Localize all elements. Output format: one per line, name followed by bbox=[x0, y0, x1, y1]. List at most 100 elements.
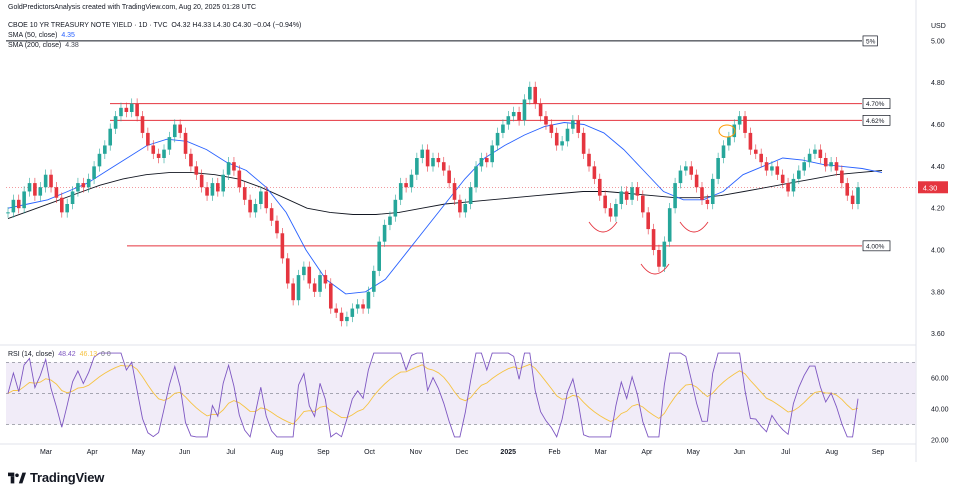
price-tick-label: 5.00 bbox=[931, 38, 945, 45]
arc-annotation bbox=[588, 221, 618, 233]
candle-body bbox=[834, 162, 839, 171]
candle-body bbox=[113, 116, 118, 129]
sma-50-path bbox=[7, 122, 883, 295]
candle-body bbox=[425, 149, 430, 167]
candle-body bbox=[404, 183, 408, 188]
candle-body bbox=[226, 162, 231, 175]
candle-body bbox=[511, 112, 516, 117]
price-axis: USD 5.00 4.80 4.60 4.40 4.20 4.00 3.80 3.60 60.00… bbox=[931, 23, 949, 445]
time-tick-label: Jun bbox=[179, 449, 190, 456]
candle-body bbox=[70, 191, 75, 204]
candle-body bbox=[630, 187, 634, 200]
price-candles bbox=[6, 81, 860, 327]
price-tick-label: 4.60 bbox=[931, 122, 945, 129]
candle-body bbox=[667, 208, 672, 242]
candle-body bbox=[463, 204, 468, 213]
candle-body bbox=[764, 162, 769, 171]
candle-body bbox=[366, 291, 371, 309]
rsi-value: 48.42 bbox=[58, 351, 76, 358]
candle-body bbox=[280, 233, 285, 259]
currency-label: USD bbox=[931, 23, 946, 30]
candle-body bbox=[506, 116, 511, 125]
candle-body bbox=[205, 187, 209, 196]
candle-body bbox=[576, 120, 581, 133]
sma200-label: SMA (200, close) bbox=[8, 42, 62, 49]
rsi-path bbox=[7, 352, 859, 439]
rsi-band-background bbox=[6, 362, 916, 425]
time-tick-label: Jun bbox=[734, 449, 745, 456]
candle-body bbox=[264, 191, 269, 209]
candle-body bbox=[388, 216, 392, 225]
candle-body bbox=[484, 158, 489, 163]
credit-line: GoldPredictorsAnalysis created with Trad… bbox=[8, 4, 257, 11]
candle-body bbox=[517, 112, 521, 121]
rsi-sma-path bbox=[7, 363, 859, 425]
candle-body bbox=[705, 199, 710, 204]
candle-body bbox=[242, 187, 247, 200]
candle-body bbox=[802, 162, 807, 171]
candle-body bbox=[840, 170, 844, 184]
candle-body bbox=[307, 266, 312, 284]
candle-body bbox=[813, 149, 817, 154]
sma50-value: 4.35 bbox=[61, 32, 75, 39]
rsi-extra: 0 0 bbox=[101, 351, 111, 358]
tradingview-logo[interactable]: TradingView bbox=[8, 470, 104, 485]
horizontal-levels: 5% 4.70% 4.62% 4.00% 4.30 bbox=[6, 35, 948, 252]
peak-circle bbox=[718, 124, 736, 138]
sma50-legend[interactable]: SMA (50, close) 4.35 bbox=[8, 32, 75, 39]
candle-body bbox=[431, 158, 435, 167]
time-tick-label: Feb bbox=[548, 449, 560, 456]
candle-body bbox=[522, 99, 527, 121]
candle-body bbox=[296, 275, 301, 301]
time-tick-label: 2025 bbox=[500, 449, 516, 456]
candle-body bbox=[194, 166, 199, 175]
price-tick-label: 4.80 bbox=[931, 80, 945, 87]
time-tick-label: Aug bbox=[826, 449, 839, 456]
rsi-legend[interactable]: RSI (14, close) 48.42 46.13 0 0 bbox=[8, 351, 111, 358]
candle-body bbox=[597, 178, 602, 196]
level-label-box bbox=[862, 35, 878, 47]
footer: TradingView bbox=[0, 462, 964, 496]
candle-body bbox=[291, 283, 295, 301]
candle-body bbox=[372, 270, 376, 292]
candle-body bbox=[22, 191, 26, 209]
candle-body bbox=[528, 86, 532, 100]
time-tick-label: May bbox=[132, 449, 146, 456]
price-tick-label: 4.00 bbox=[931, 248, 945, 255]
candle-body bbox=[501, 124, 505, 133]
candle-body bbox=[791, 178, 796, 192]
rsi-label: RSI (14, close) bbox=[8, 351, 55, 358]
candle-body bbox=[382, 224, 387, 242]
level-label-box bbox=[862, 98, 891, 109]
tradingview-logo-icon bbox=[8, 472, 26, 483]
sma200-legend[interactable]: SMA (200, close) 4.38 bbox=[8, 42, 79, 49]
candle-body bbox=[662, 241, 667, 267]
candle-body bbox=[716, 158, 720, 179]
price-tick-label: 3.80 bbox=[931, 289, 945, 296]
candle-body bbox=[377, 241, 382, 271]
time-tick-label: Apr bbox=[641, 449, 653, 456]
candle-body bbox=[624, 191, 629, 200]
candle-body bbox=[135, 103, 139, 117]
time-tick-label: Oct bbox=[364, 449, 375, 456]
rsi-lines bbox=[7, 352, 859, 439]
candle-body bbox=[700, 187, 704, 200]
candle-body bbox=[108, 128, 113, 146]
time-tick-label: Sep bbox=[872, 449, 885, 456]
candle-body bbox=[27, 183, 32, 192]
symbol-line: CBOE 10 YR TREASURY NOTE YIELD · 1D · TV… bbox=[8, 22, 301, 29]
time-tick-label: Sep bbox=[317, 449, 330, 456]
time-tick-label: Mar bbox=[40, 449, 53, 456]
candle-body bbox=[285, 258, 290, 284]
time-tick-label: Jul bbox=[781, 449, 790, 456]
candle-body bbox=[823, 158, 828, 167]
price-tick-label: 4.20 bbox=[931, 206, 945, 213]
candle-body bbox=[398, 183, 403, 200]
candle-body bbox=[59, 197, 64, 213]
sma-200-path bbox=[7, 170, 883, 220]
candle-body bbox=[409, 174, 414, 188]
candle-body bbox=[156, 153, 161, 158]
candle-body bbox=[651, 229, 656, 250]
candle-body bbox=[420, 149, 425, 158]
